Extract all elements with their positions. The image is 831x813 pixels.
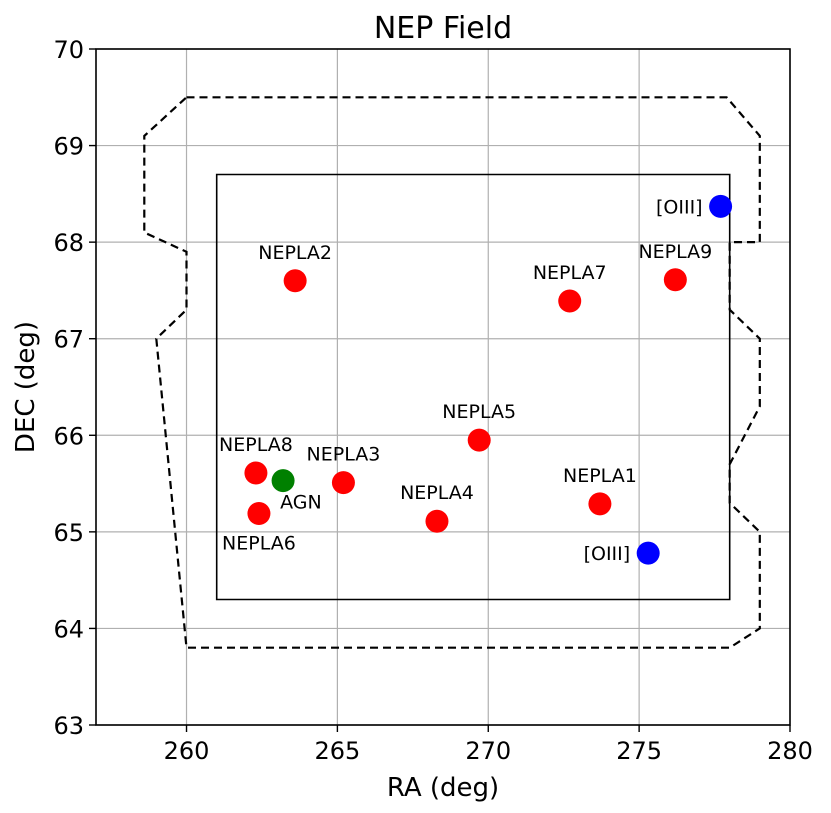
point-label: NEPLA6: [222, 533, 296, 555]
marker-oiii: [709, 194, 733, 218]
y-tick-label: 65: [53, 519, 84, 547]
x-tick-label: 265: [314, 737, 360, 765]
marker-nepla5: [467, 428, 491, 452]
point-label: NEPLA2: [258, 242, 332, 264]
point-label: [OIII]: [656, 196, 703, 218]
marker-nepla2: [283, 269, 307, 293]
marker-agn: [271, 469, 295, 493]
marker-oiii: [636, 541, 660, 565]
inner-field-boundary: [215, 173, 731, 601]
chart-title: NEP Field: [374, 11, 512, 46]
plot-frame: [95, 48, 791, 726]
x-tick-label: 270: [465, 737, 511, 765]
survey-regions: [143, 96, 761, 649]
y-tick-label: 64: [53, 615, 84, 643]
point-label: NEPLA7: [533, 262, 607, 284]
marker-nepla4: [425, 509, 449, 533]
marker-nepla1: [588, 492, 612, 516]
point-label: NEPLA9: [638, 241, 712, 263]
x-tick-label: 280: [767, 737, 813, 765]
grid-lines: [96, 48, 791, 726]
y-tick-label: 66: [53, 422, 84, 450]
axis-ticks: 260 265 270 275 280 63 64 65 66 67 68 69 70: [53, 36, 812, 765]
point-label: NEPLA3: [307, 444, 381, 466]
point-label: NEPLA4: [400, 482, 474, 504]
point-label: NEPLA5: [442, 401, 516, 423]
outer-field-boundary: [143, 96, 761, 649]
point-label: NEPLA8: [219, 434, 293, 456]
y-tick-label: 68: [53, 229, 84, 257]
point-label: AGN: [280, 492, 322, 514]
marker-nepla9: [663, 268, 687, 292]
y-axis-label: DEC (deg): [11, 321, 41, 453]
marker-nepla8: [244, 461, 268, 485]
marker-nepla6: [247, 502, 271, 526]
x-tick-label: 275: [616, 737, 662, 765]
y-tick-label: 70: [53, 36, 84, 64]
y-tick-label: 69: [53, 133, 84, 161]
y-tick-label: 67: [53, 326, 84, 354]
data-points: NEPLA2 NEPLA7 NEPLA9 NEPLA5 NEPLA8 NEPLA3 NEPL…: [219, 194, 733, 565]
x-axis-label: RA (deg): [387, 773, 499, 803]
marker-nepla7: [558, 289, 582, 313]
point-label: NEPLA1: [563, 465, 637, 487]
y-tick-label: 63: [53, 712, 84, 740]
marker-nepla3: [331, 471, 355, 495]
x-tick-label: 260: [164, 737, 210, 765]
point-label: [OIII]: [584, 543, 631, 565]
